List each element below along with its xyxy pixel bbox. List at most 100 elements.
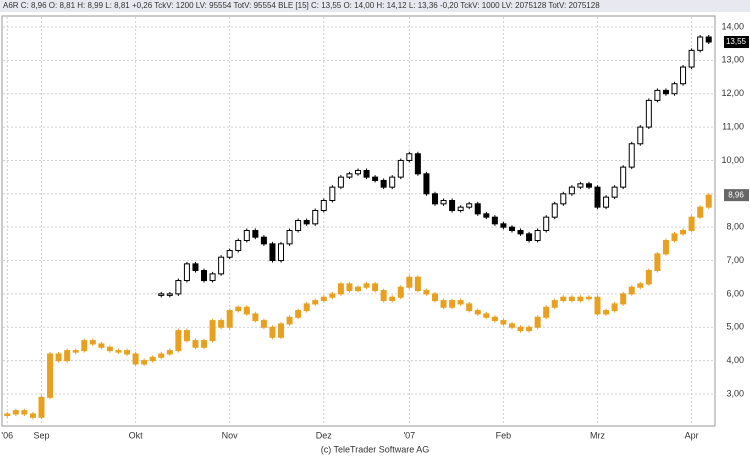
footer: (c) TeleTrader Software AG [321,444,430,454]
candle [209,273,216,282]
candle [363,169,370,178]
candle [474,310,481,315]
candle [235,240,242,252]
candle [508,226,515,232]
candle [346,173,353,178]
candle [329,186,336,201]
candle [337,283,344,295]
last-value-box [724,189,749,202]
candle [166,350,173,355]
candle [235,306,242,312]
candle [38,396,45,418]
candle [98,343,105,348]
candle [466,303,473,312]
candle [483,313,490,318]
candle [654,89,661,101]
candle [201,340,208,348]
candle [72,350,79,353]
candle [449,300,456,308]
candle [55,353,62,362]
candle [286,316,293,325]
y-tick-label: 5,00 [726,322,744,332]
candle [688,49,695,68]
candle [491,216,498,225]
candle [543,306,550,318]
candle [320,296,327,302]
candle [457,206,464,211]
candle [303,303,310,312]
candle [534,316,541,328]
y-tick-label: 14,00 [721,21,744,31]
candle [620,293,627,305]
candle [260,320,267,328]
last-value-label: 8,96 [728,190,744,199]
candle [440,199,447,205]
candle [380,290,387,302]
last-value-box [724,36,749,49]
candle [697,36,704,51]
candle [414,276,421,292]
candle [226,250,233,258]
candle [192,263,199,272]
candle [132,353,139,365]
candle [286,230,293,245]
candle [594,186,601,208]
candle [346,283,353,292]
header-text: A6R C: 8,96 O: 8,81 H: 8,99 L: 8,81 +0,2… [3,1,600,10]
y-tick-label: 12,00 [721,88,744,98]
candle [491,316,498,322]
candle [577,183,584,188]
candle [526,233,533,242]
y-tick-label: 11,00 [722,121,744,131]
y-tick-label: 8,00 [726,222,744,232]
candle [89,340,96,345]
candle [637,283,644,288]
candle [192,340,199,348]
candle [680,230,687,235]
y-tick-label: 10,00 [721,155,744,165]
candle [603,196,610,208]
candle [620,166,627,188]
y-tick-label: 7,00 [726,255,744,265]
header-bar [0,0,750,12]
candle [662,89,669,95]
candle [201,270,208,282]
candle [4,413,11,416]
candle [363,283,370,288]
candle [457,300,464,305]
candle [278,323,285,338]
y-tick-label: 13,00 [721,55,744,65]
candle [29,413,36,418]
y-tick-label: 3,00 [726,388,744,398]
candle [389,176,396,188]
candle [680,66,687,85]
candle [47,353,54,398]
candle [551,300,558,308]
plot-frame [1,15,716,427]
candle [149,356,156,362]
candle [269,326,276,338]
candle [543,216,550,232]
candle [389,296,396,302]
x-tick-label: Sep [33,430,49,440]
candle [474,203,481,215]
candle [355,169,361,175]
candle [303,219,310,225]
candle [697,206,704,218]
x-tick-label: Okt [129,430,144,440]
candle [218,320,225,328]
candle [320,199,327,211]
candle [645,270,652,285]
candle [466,203,473,208]
candle [312,209,319,225]
candle [175,330,182,352]
candle [397,159,404,178]
candle [183,330,190,342]
candle [252,313,259,322]
candle [414,153,421,175]
candle [243,306,250,315]
candle [585,183,592,188]
candle [406,153,413,161]
candle [671,83,678,95]
